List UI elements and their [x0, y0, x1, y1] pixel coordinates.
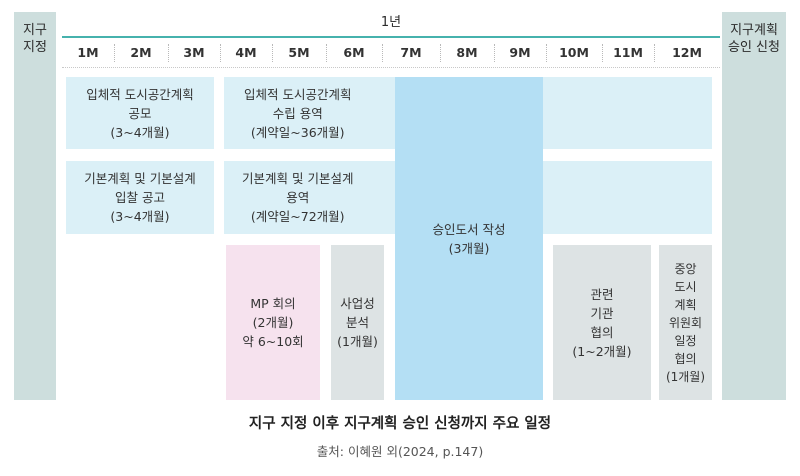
central-committee-line: 중앙	[674, 261, 697, 276]
year-divider	[62, 36, 720, 38]
month-label: 12M	[672, 45, 702, 60]
urban-design-line: 입체적 도시공간계획	[244, 86, 352, 102]
central-committee-line: 도시	[674, 279, 697, 294]
bid-line: 기본계획 및 기본설계	[84, 171, 196, 186]
central-committee-line: 일정	[674, 333, 697, 348]
design-service-line: (계약일~72개월)	[250, 209, 345, 224]
month-separator	[326, 44, 327, 62]
central-committee-line: 위원회	[668, 315, 703, 330]
feasibility-block: 사업성 분석 (1개월)	[331, 245, 384, 400]
central-committee-line: 협의	[674, 351, 697, 366]
year-label: 1년	[380, 15, 402, 30]
month-label: 4M	[235, 45, 257, 60]
month-label: 9M	[509, 45, 531, 60]
mp-meeting-line: (2개월)	[252, 315, 294, 330]
mp-meeting-line: MP 회의	[250, 296, 296, 311]
left-header-line: 지구	[23, 23, 47, 38]
bid-line: (3~4개월)	[110, 209, 170, 224]
month-label: 5M	[288, 45, 310, 60]
month-label: 6M	[343, 45, 365, 60]
month-separator	[220, 44, 221, 62]
mp-meeting-block: MP 회의 (2개월) 약 6~10회	[226, 245, 320, 400]
agency-consult-block: 관련 기관 협의 (1~2개월)	[553, 245, 651, 400]
left-header: 지구 지정	[14, 12, 56, 400]
month-separator	[654, 44, 655, 62]
urban-design-block-tail	[542, 77, 712, 149]
month-separator	[114, 44, 115, 62]
month-separator	[382, 44, 383, 62]
month-label: 11M	[613, 45, 643, 60]
header-bottom-line	[62, 67, 720, 68]
figure-caption: 지구 지정 이후 지구계획 승인 신청까지 주요 일정	[248, 416, 552, 432]
right-header-line: 승인 신청	[728, 40, 780, 55]
urban-design-block: 입체적 도시공간계획 수립 용역 (계약일~36개월)	[224, 77, 396, 149]
bid-line: 입찰 공고	[115, 190, 165, 205]
central-committee-line: (1개월)	[665, 369, 706, 384]
agency-consult-line: 기관	[590, 305, 614, 321]
central-committee-line: 계획	[674, 297, 697, 312]
design-service-block: 기본계획 및 기본설계 용역 (계약일~72개월)	[224, 161, 396, 234]
design-service-line: 기본계획 및 기본설계	[242, 171, 354, 186]
feasibility-line: 사업성	[340, 296, 375, 311]
month-label: 7M	[400, 45, 422, 60]
month-separator	[602, 44, 603, 62]
competition-line: 입체적 도시공간계획	[86, 86, 194, 102]
agency-consult-line: 관련	[590, 286, 614, 302]
month-label: 2M	[130, 45, 152, 60]
right-header-line: 지구계획	[730, 23, 778, 38]
month-separator	[168, 44, 169, 62]
approval-docs-line: 승인도서 작성	[432, 221, 506, 237]
month-separator	[440, 44, 441, 62]
competition-block: 입체적 도시공간계획 공모 (3~4개월)	[66, 77, 214, 149]
design-service-block-tail	[542, 161, 712, 234]
month-label: 3M	[183, 45, 205, 60]
month-separator	[272, 44, 273, 62]
month-label: 8M	[456, 45, 478, 60]
figure-source: 출처: 이혜원 외(2024, p.147)	[316, 444, 484, 459]
agency-consult-line: (1~2개월)	[572, 343, 632, 359]
feasibility-line: 분석	[345, 315, 369, 330]
month-label: 10M	[559, 45, 589, 60]
feasibility-line: (1개월)	[337, 334, 378, 349]
month-separator	[546, 44, 547, 62]
urban-design-line: 수립 용역	[272, 105, 323, 121]
left-header-line: 지정	[23, 40, 47, 55]
bid-block: 기본계획 및 기본설계 입찰 공고 (3~4개월)	[66, 161, 214, 234]
central-committee-block: 중앙 도시 계획 위원회 일정 협의 (1개월)	[659, 245, 712, 400]
month-separator	[494, 44, 495, 62]
mp-meeting-line: 약 6~10회	[242, 334, 304, 349]
design-service-line: 용역	[286, 190, 310, 205]
right-header: 지구계획 승인 신청	[722, 12, 786, 400]
approval-docs-line: (3개월)	[448, 240, 490, 256]
agency-consult-line: 협의	[590, 324, 614, 340]
approval-docs-block: 승인도서 작성 (3개월)	[395, 77, 543, 400]
urban-design-line: (계약일~36개월)	[250, 124, 345, 140]
competition-line: 공모	[128, 105, 152, 121]
month-label: 1M	[77, 45, 99, 60]
competition-line: (3~4개월)	[110, 124, 170, 140]
